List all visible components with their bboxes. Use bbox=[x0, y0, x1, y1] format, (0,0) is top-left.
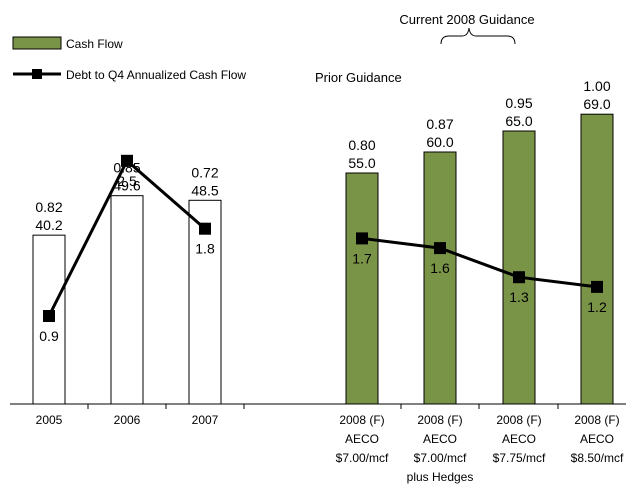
debt-point-2008-700 bbox=[356, 232, 368, 245]
legend-debt-marker bbox=[32, 69, 42, 79]
debt-label-2005: 0.9 bbox=[39, 328, 59, 344]
bar-2008-850 bbox=[580, 113, 614, 405]
bar-2008-700 bbox=[345, 172, 379, 405]
bar-2008-700h bbox=[423, 151, 457, 405]
x-tick-label-2008-700h-0: 2008 (F) bbox=[417, 413, 462, 427]
legend-debt-label: Debt to Q4 Annualized Cash Flow bbox=[66, 68, 246, 82]
x-tick-label-2008-775-1: AECO bbox=[502, 432, 536, 446]
bar-value-label-2005: 40.2 bbox=[35, 217, 62, 233]
per-unit-label-2007: 0.72 bbox=[191, 164, 218, 180]
debt-label-2008-700: 1.7 bbox=[352, 250, 372, 266]
x-tick-label-2008-775-2: $7.75/mcf bbox=[493, 451, 546, 465]
debt-point-2007 bbox=[199, 222, 211, 235]
debt-point-2008-850 bbox=[591, 280, 603, 293]
bar-series: 0.8240.20.8549.60.7248.50.8055.00.8760.0… bbox=[32, 78, 614, 405]
debt-line-segment-1 bbox=[361, 236, 598, 289]
debt-label-2007: 1.8 bbox=[195, 241, 215, 257]
x-tick-label-2007-0: 2007 bbox=[192, 413, 219, 427]
bar-2008-775 bbox=[502, 130, 536, 405]
bar-value-label-2008-850: 69.0 bbox=[583, 96, 610, 112]
debt-point-2006 bbox=[121, 154, 133, 167]
prior-guidance-annotation: Prior Guidance bbox=[315, 70, 402, 85]
debt-label-2008-700h: 1.6 bbox=[430, 260, 450, 276]
per-unit-label-2008-700h: 0.87 bbox=[426, 116, 453, 132]
legend: Cash Flow Debt to Q4 Annualized Cash Flo… bbox=[12, 36, 246, 82]
bar-value-label-2008-700: 55.0 bbox=[348, 155, 375, 171]
line-series: 0.9 2.5 1.8 1.7 1.6 1.3 1.2 bbox=[39, 154, 607, 344]
debt-label-2008-775: 1.3 bbox=[509, 289, 529, 305]
bar-value-label-2006: 49.6 bbox=[113, 178, 140, 194]
current-guidance-annotation: Current 2008 Guidance bbox=[399, 12, 534, 27]
x-tick-label-2008-775-0: 2008 (F) bbox=[496, 413, 541, 427]
per-unit-label-2008-850: 1.00 bbox=[583, 78, 610, 94]
debt-point-2005 bbox=[43, 310, 55, 322]
x-tick-label-2008-850-1: AECO bbox=[580, 432, 614, 446]
x-tick-label-2005-0: 2005 bbox=[36, 413, 63, 427]
per-unit-label-2008-775: 0.95 bbox=[505, 95, 532, 111]
bar-value-label-2007: 48.5 bbox=[191, 182, 218, 198]
debt-label-2008-850: 1.2 bbox=[587, 299, 607, 315]
x-tick-label-2008-700h-2: $7.00/mcf bbox=[414, 451, 467, 465]
x-tick-label-2008-850-0: 2008 (F) bbox=[574, 413, 619, 427]
x-tick-label-2008-700-2: $7.00/mcf bbox=[336, 451, 389, 465]
per-unit-label-2008-700: 0.80 bbox=[348, 137, 375, 153]
debt-label-2006: 2.5 bbox=[117, 173, 137, 189]
x-tick-label-2008-850-2: $8.50/mcf bbox=[571, 451, 624, 465]
per-unit-label-2005: 0.82 bbox=[35, 199, 62, 215]
current-guidance-brace bbox=[440, 27, 516, 45]
bar-value-label-2008-700h: 60.0 bbox=[426, 134, 453, 150]
bar-value-label-2008-775: 65.0 bbox=[505, 113, 532, 129]
legend-cash-flow-swatch bbox=[12, 36, 62, 50]
debt-point-2008-775 bbox=[513, 271, 525, 284]
x-tick-label-2008-700-1: AECO bbox=[345, 432, 379, 446]
legend-cash-flow-label: Cash Flow bbox=[66, 37, 123, 51]
bar-2006 bbox=[110, 195, 144, 405]
x-tick-label-2008-700-0: 2008 (F) bbox=[339, 413, 384, 427]
x-axis: 2005 2006 2007 2008 (F) AECO $7.00/mcf 2008 (F… bbox=[10, 403, 626, 484]
x-tick-label-2006-0: 2006 bbox=[114, 413, 141, 427]
x-tick-label-2008-700h-1: AECO bbox=[423, 432, 457, 446]
debt-point-2008-700h bbox=[434, 242, 446, 255]
x-tick-label-2008-700h-3: plus Hedges bbox=[407, 470, 474, 484]
